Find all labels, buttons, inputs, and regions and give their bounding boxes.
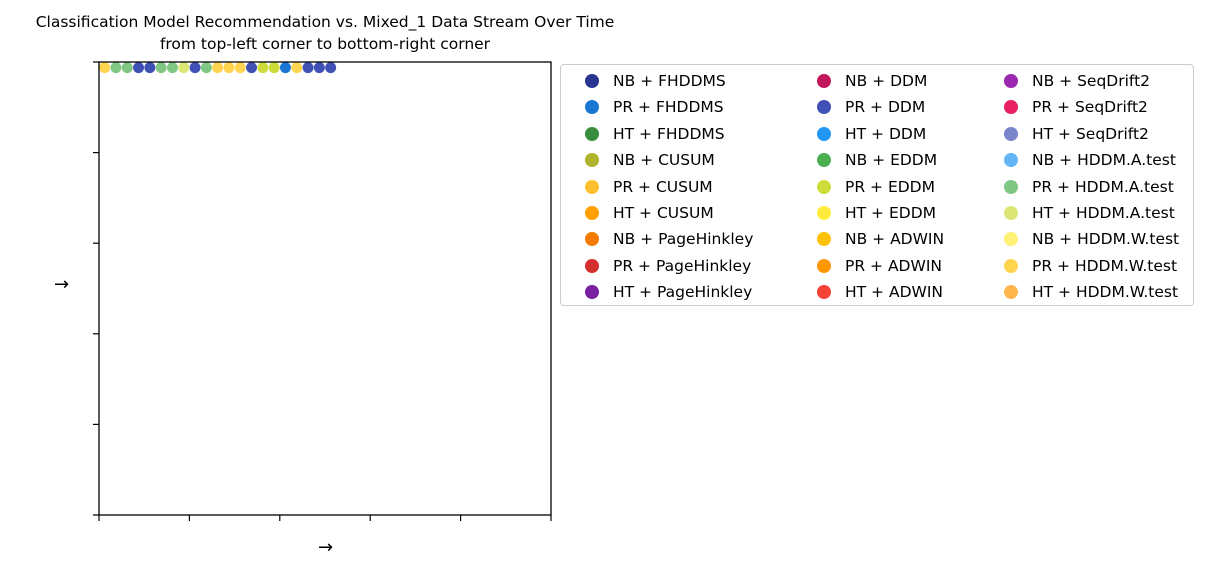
legend-label: PR + DDM [845, 98, 926, 117]
legend-label: NB + PageHinkley [613, 230, 754, 249]
axis-ticks [93, 61, 552, 521]
chart-subtitle: from top-left corner to bottom-right cor… [159, 35, 491, 53]
legend-label: NB + ADWIN [845, 230, 945, 249]
legend-marker [585, 100, 599, 115]
data-point [212, 62, 224, 74]
legend-label: HT + EDDM [845, 204, 937, 222]
data-points [99, 62, 337, 74]
legend-marker [817, 285, 831, 300]
data-point [257, 62, 269, 74]
legend-marker [585, 153, 599, 168]
legend-label: PR + CUSUM [613, 177, 713, 196]
legend-label: PR + SeqDrift2 [1032, 98, 1148, 117]
data-point [302, 62, 314, 74]
legend-label: HT + ADWIN [845, 283, 943, 302]
legend-marker [817, 126, 831, 141]
data-point [178, 62, 190, 74]
legend-label: NB + CUSUM [613, 151, 715, 170]
legend-label: HT + DDM [845, 124, 927, 143]
legend-label: NB + FHDDMS [613, 72, 726, 90]
legend-label: HT + CUSUM [613, 204, 714, 222]
chart-title: Classification Model Recommendation vs. … [35, 13, 615, 31]
data-point [325, 62, 337, 74]
data-point [223, 62, 235, 74]
legend-label: HT + FHDDMS [613, 124, 725, 143]
legend-label: NB + HDDM.A.test [1032, 151, 1176, 170]
legend-marker [1004, 285, 1018, 300]
legend-label: NB + DDM [845, 72, 928, 90]
legend-label: PR + EDDM [845, 177, 935, 196]
data-point [234, 62, 246, 74]
legend-marker [817, 74, 831, 88]
legend-marker [585, 74, 599, 88]
legend-marker [1004, 74, 1018, 88]
data-point [189, 62, 201, 74]
legend-label: PR + HDDM.A.test [1032, 177, 1174, 196]
legend-label: PR + FHDDMS [613, 98, 724, 117]
legend-label: HT + SeqDrift2 [1032, 124, 1149, 143]
legend-marker [1004, 179, 1018, 194]
legend-marker [1004, 232, 1018, 247]
legend-label: HT + HDDM.A.test [1032, 204, 1175, 222]
legend-marker [585, 206, 599, 220]
data-point [200, 62, 212, 74]
legend-marker [1004, 206, 1018, 220]
legend-marker [585, 258, 599, 273]
data-point [268, 62, 280, 74]
legend-label: HT + HDDM.W.test [1032, 283, 1179, 302]
legend-label: NB + EDDM [845, 151, 938, 170]
data-point [291, 62, 303, 74]
legend-marker [585, 126, 599, 141]
legend-marker [1004, 126, 1018, 141]
data-point [121, 62, 133, 74]
legend-marker [585, 179, 599, 194]
legend-label: PR + ADWIN [845, 256, 942, 275]
data-point [155, 62, 167, 74]
legend-marker [1004, 258, 1018, 273]
data-point [133, 62, 145, 74]
x-axis-label: → [318, 537, 334, 558]
legend-marker [817, 153, 831, 168]
legend-marker [585, 232, 599, 247]
legend: NB + FHDDMS PR + FHDDMS HT + FHDDMS NB + CU… [560, 64, 1194, 306]
legend-label: HT + PageHinkley [613, 283, 753, 302]
legend-label: PR + PageHinkley [613, 256, 752, 275]
legend-marker [1004, 153, 1018, 168]
legend-marker [817, 179, 831, 194]
data-point [279, 62, 291, 74]
legend-marker [1004, 100, 1018, 115]
data-point [110, 62, 122, 74]
data-point [313, 62, 325, 74]
legend-marker [585, 285, 599, 300]
legend-marker [817, 232, 831, 247]
legend-label: NB + HDDM.W.test [1032, 230, 1180, 249]
legend-marker [817, 258, 831, 273]
data-point [246, 62, 258, 74]
legend-label: NB + SeqDrift2 [1032, 72, 1151, 90]
data-point [166, 62, 178, 74]
plot-area-frame [98, 61, 552, 516]
legend-marker [817, 206, 831, 220]
y-axis-label: → [54, 274, 70, 295]
data-point [99, 62, 111, 74]
legend-marker [817, 100, 831, 115]
legend-label: PR + HDDM.W.test [1032, 256, 1178, 275]
data-point [144, 62, 156, 74]
